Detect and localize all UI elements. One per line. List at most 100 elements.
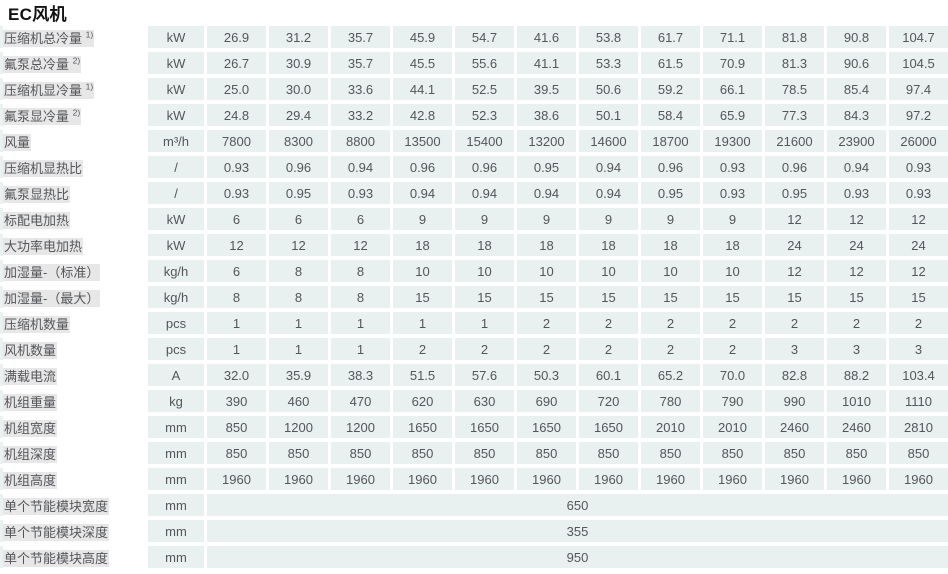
row-value: 41.1 bbox=[517, 52, 576, 74]
row-unit: kW bbox=[148, 208, 204, 230]
table-row: 氟泵显热比/0.93 0.95 0.93 0.94 0.94 0.94 0.94 0.95 0.… bbox=[0, 182, 948, 204]
table-row: 压缩机显冷量 1) kW 25.0 30.0 33.6 44.1 52.5 39.5 50.6 5… bbox=[0, 78, 948, 100]
row-unit: kW bbox=[148, 78, 204, 100]
row-value: 1650 bbox=[455, 416, 514, 438]
footnote-marker: 2) bbox=[72, 55, 81, 66]
row-label-text: 压缩机总冷量 1) bbox=[3, 29, 95, 47]
row-value: 10 bbox=[703, 260, 762, 282]
row-unit: A bbox=[148, 364, 204, 386]
row-value: 10 bbox=[579, 260, 638, 282]
row-label-text: 氟泵显冷量 2) bbox=[3, 107, 82, 125]
row-value: 104.7 bbox=[889, 26, 948, 48]
row-value: 59.2 bbox=[641, 78, 700, 100]
row-value: 32.0 bbox=[207, 364, 266, 386]
row-value: 54.7 bbox=[455, 26, 514, 48]
row-label-text: 满载电流 bbox=[3, 367, 58, 385]
table-row: 满载电流 A 32.0 35.9 38.3 51.5 57.6 50.3 60.1 65.2 70.… bbox=[0, 364, 948, 386]
row-value: 0.96 bbox=[393, 156, 452, 178]
row-value: 18 bbox=[641, 234, 700, 256]
row-label-text: 单个节能模块宽度 bbox=[3, 497, 110, 515]
row-label: 风机数量 bbox=[0, 338, 145, 360]
row-label-text: 氟泵总冷量 2) bbox=[3, 55, 82, 73]
row-value: 10 bbox=[455, 260, 514, 282]
row-value: 97.2 bbox=[889, 104, 948, 126]
row-value: 2 bbox=[579, 338, 638, 360]
spec-table-body: 压缩机总冷量 1) kW 26.9 31.2 35.7 45.9 54.7 41.6 53.8 6… bbox=[0, 26, 948, 568]
row-value: 18700 bbox=[641, 130, 700, 152]
row-value: 15 bbox=[889, 286, 948, 308]
row-value: 1650 bbox=[517, 416, 576, 438]
row-label: 单个节能模块深度 bbox=[0, 520, 145, 542]
table-row: 单个节能模块宽度 mm 650 bbox=[0, 494, 948, 516]
row-value: 18 bbox=[703, 234, 762, 256]
row-value: 35.9 bbox=[269, 364, 328, 386]
row-value: 82.8 bbox=[765, 364, 824, 386]
row-value: 53.3 bbox=[579, 52, 638, 74]
row-value: 15 bbox=[579, 286, 638, 308]
row-label: 压缩机显热比 bbox=[0, 156, 145, 178]
row-value: 720 bbox=[579, 390, 638, 412]
row-value: 25.0 bbox=[207, 78, 266, 100]
row-value: 70.0 bbox=[703, 364, 762, 386]
row-value: 1960 bbox=[579, 468, 638, 490]
row-value: 2460 bbox=[765, 416, 824, 438]
row-value: 1960 bbox=[393, 468, 452, 490]
row-value: 0.96 bbox=[765, 156, 824, 178]
row-value: 24 bbox=[889, 234, 948, 256]
table-row: 单个节能模块高度 mm 950 bbox=[0, 546, 948, 568]
row-unit: / bbox=[148, 156, 204, 178]
row-value: 38.3 bbox=[331, 364, 390, 386]
table-row: 压缩机数量 pcs 1 1 1 1 1 2 2 2 2 2 2 2 bbox=[0, 312, 948, 334]
table-row: 压缩机显热比/0.93 0.96 0.94 0.96 0.96 0.95 0.94 0.96 0… bbox=[0, 156, 948, 178]
row-label-text: 风量 bbox=[3, 133, 32, 151]
row-unit: pcs bbox=[148, 338, 204, 360]
row-value: 10 bbox=[393, 260, 452, 282]
row-value: 6 bbox=[207, 260, 266, 282]
row-value: 1200 bbox=[269, 416, 328, 438]
row-value: 12 bbox=[765, 260, 824, 282]
row-value: 50.3 bbox=[517, 364, 576, 386]
row-label-text: 单个节能模块高度 bbox=[3, 549, 110, 567]
row-value: 2 bbox=[579, 312, 638, 334]
row-unit: kg bbox=[148, 390, 204, 412]
row-value: 1 bbox=[393, 312, 452, 334]
row-value: 1650 bbox=[579, 416, 638, 438]
row-value: 60.1 bbox=[579, 364, 638, 386]
row-value: 1010 bbox=[827, 390, 886, 412]
row-value: 850 bbox=[207, 416, 266, 438]
row-value: 1 bbox=[269, 312, 328, 334]
spec-table: 压缩机总冷量 1) kW 26.9 31.2 35.7 45.9 54.7 41.6 53.8 6… bbox=[0, 22, 948, 572]
row-value: 24 bbox=[827, 234, 886, 256]
row-value: 390 bbox=[207, 390, 266, 412]
row-value: 460 bbox=[269, 390, 328, 412]
row-value: 8 bbox=[331, 260, 390, 282]
row-unit: mm bbox=[148, 442, 204, 464]
row-value: 38.6 bbox=[517, 104, 576, 126]
row-value: 41.6 bbox=[517, 26, 576, 48]
row-value: 14600 bbox=[579, 130, 638, 152]
row-value: 1960 bbox=[765, 468, 824, 490]
row-value: 71.1 bbox=[703, 26, 762, 48]
row-value: 70.9 bbox=[703, 52, 762, 74]
row-value: 2 bbox=[889, 312, 948, 334]
row-value: 8 bbox=[331, 286, 390, 308]
row-value: 85.4 bbox=[827, 78, 886, 100]
row-value: 990 bbox=[765, 390, 824, 412]
row-value: 23900 bbox=[827, 130, 886, 152]
row-value: 0.95 bbox=[765, 182, 824, 204]
row-value: 1960 bbox=[269, 468, 328, 490]
row-value: 50.6 bbox=[579, 78, 638, 100]
row-value: 2 bbox=[455, 338, 514, 360]
row-value: 88.2 bbox=[827, 364, 886, 386]
row-value: 15 bbox=[703, 286, 762, 308]
row-value: 1 bbox=[269, 338, 328, 360]
row-value: 10 bbox=[641, 260, 700, 282]
row-value: 52.3 bbox=[455, 104, 514, 126]
row-value: 12 bbox=[269, 234, 328, 256]
row-value: 15 bbox=[765, 286, 824, 308]
row-value: 30.0 bbox=[269, 78, 328, 100]
row-value: 42.8 bbox=[393, 104, 452, 126]
row-value: 65.2 bbox=[641, 364, 700, 386]
row-value: 35.7 bbox=[331, 52, 390, 74]
row-label: 标配电加热 bbox=[0, 208, 145, 230]
